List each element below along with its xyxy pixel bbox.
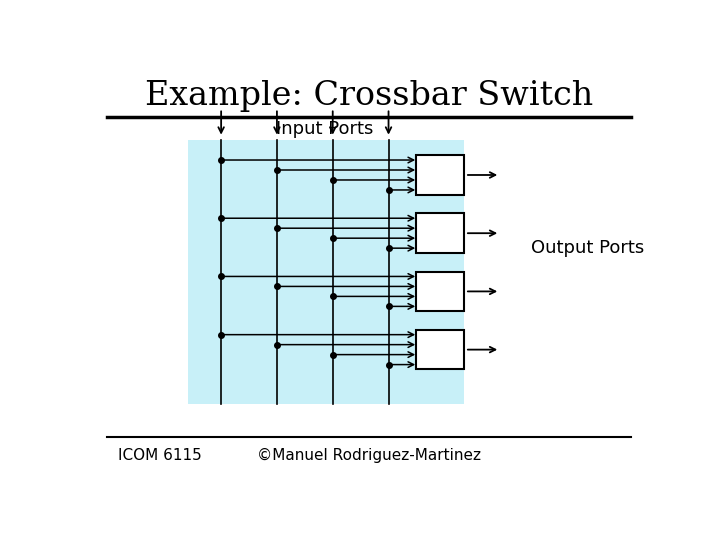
- Bar: [416, 272, 464, 311]
- Text: Output Ports: Output Ports: [531, 239, 644, 256]
- Text: Example: Crossbar Switch: Example: Crossbar Switch: [145, 80, 593, 112]
- Text: ©Manuel Rodriguez-Martinez: ©Manuel Rodriguez-Martinez: [257, 448, 481, 463]
- Bar: [188, 140, 464, 404]
- Text: Input Ports: Input Ports: [276, 120, 373, 138]
- Text: ICOM 6115: ICOM 6115: [118, 448, 202, 463]
- Bar: [416, 213, 464, 253]
- Bar: [416, 330, 464, 369]
- Bar: [416, 155, 464, 195]
